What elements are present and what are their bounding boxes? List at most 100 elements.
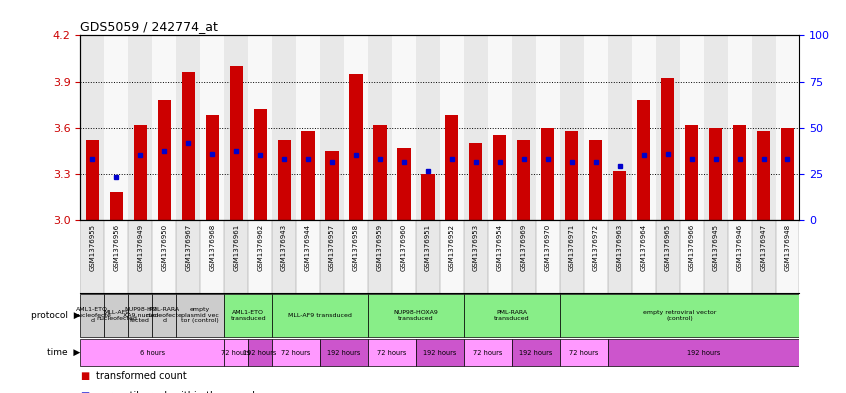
Bar [512, 35, 536, 220]
Bar [85, 140, 99, 220]
Bar [512, 220, 536, 293]
Text: 72 hours: 72 hours [473, 350, 503, 356]
Text: GSM1376953: GSM1376953 [473, 224, 479, 271]
Bar [704, 220, 728, 293]
Bar [224, 35, 248, 220]
Bar [344, 35, 368, 220]
Bar [661, 79, 674, 220]
Bar [272, 294, 368, 337]
Bar [728, 35, 751, 220]
Bar [80, 220, 104, 293]
Bar [368, 340, 416, 366]
Bar [512, 340, 560, 366]
Text: GSM1376954: GSM1376954 [497, 224, 503, 271]
Bar [129, 220, 152, 293]
Bar [224, 340, 248, 366]
Bar [373, 125, 387, 220]
Bar [560, 35, 584, 220]
Bar [129, 35, 152, 220]
Bar [398, 148, 410, 220]
Bar [182, 72, 195, 220]
Text: ■: ■ [80, 391, 90, 393]
Text: GSM1376957: GSM1376957 [329, 224, 335, 271]
Text: GSM1376962: GSM1376962 [257, 224, 263, 271]
Text: 72 hours: 72 hours [569, 350, 598, 356]
Bar [392, 220, 416, 293]
Bar [152, 294, 176, 337]
Bar [536, 35, 560, 220]
Text: GSM1376944: GSM1376944 [305, 224, 311, 271]
Text: GSM1376946: GSM1376946 [737, 224, 743, 271]
Bar [560, 220, 584, 293]
Text: protocol  ▶: protocol ▶ [30, 311, 80, 320]
Bar [157, 100, 171, 220]
Bar [607, 340, 799, 366]
Bar [206, 116, 219, 220]
Bar [589, 140, 602, 220]
Bar [80, 35, 104, 220]
Text: GSM1376959: GSM1376959 [377, 224, 383, 271]
Text: GSM1376956: GSM1376956 [113, 224, 119, 271]
Text: AML1-ETO
transduced: AML1-ETO transduced [230, 310, 266, 321]
Text: 192 hours: 192 hours [244, 350, 277, 356]
Text: GSM1376963: GSM1376963 [617, 224, 623, 271]
Text: time  ▶: time ▶ [47, 348, 80, 357]
Bar [541, 128, 554, 220]
Bar [320, 340, 368, 366]
Bar [445, 116, 459, 220]
Bar [464, 294, 560, 337]
Bar [416, 220, 440, 293]
Text: GSM1376945: GSM1376945 [712, 224, 718, 271]
Bar [176, 220, 201, 293]
Bar [679, 220, 704, 293]
Bar [560, 340, 607, 366]
Text: GSM1376964: GSM1376964 [640, 224, 646, 271]
Text: 192 hours: 192 hours [423, 350, 457, 356]
Bar [272, 340, 320, 366]
Bar [296, 35, 320, 220]
Bar [709, 128, 722, 220]
Text: empty retroviral vector
(control): empty retroviral vector (control) [643, 310, 717, 321]
Bar [80, 340, 224, 366]
Text: NUP98-HO
XA9 nucleo
fected: NUP98-HO XA9 nucleo fected [123, 307, 158, 323]
Bar [326, 151, 338, 220]
Text: GSM1376958: GSM1376958 [353, 224, 359, 271]
Bar [229, 66, 243, 220]
Text: GSM1376951: GSM1376951 [425, 224, 431, 271]
Text: MLL-AF9 transduced: MLL-AF9 transduced [288, 313, 352, 318]
Bar [776, 220, 799, 293]
Bar [584, 220, 607, 293]
Text: NUP98-HOXA9
transduced: NUP98-HOXA9 transduced [393, 310, 438, 321]
Bar [488, 220, 512, 293]
Text: PML-RARA
transduced: PML-RARA transduced [494, 310, 530, 321]
Bar [464, 35, 488, 220]
Bar [104, 294, 129, 337]
Bar [80, 294, 104, 337]
Text: GSM1376952: GSM1376952 [449, 224, 455, 271]
Bar [416, 340, 464, 366]
Bar [248, 220, 272, 293]
Bar [201, 220, 224, 293]
Text: GSM1376949: GSM1376949 [137, 224, 143, 271]
Bar [320, 35, 344, 220]
Bar [488, 35, 512, 220]
Text: 192 hours: 192 hours [519, 350, 552, 356]
Bar [248, 340, 272, 366]
Text: GSM1376968: GSM1376968 [209, 224, 215, 271]
Bar [704, 35, 728, 220]
Bar [632, 35, 656, 220]
Text: GSM1376966: GSM1376966 [689, 224, 695, 271]
Bar [134, 125, 147, 220]
Text: GSM1376970: GSM1376970 [545, 224, 551, 271]
Bar [368, 220, 392, 293]
Bar [751, 35, 776, 220]
Bar [421, 174, 435, 220]
Text: AML1-ETO
nucleofecte
d: AML1-ETO nucleofecte d [74, 307, 111, 323]
Bar [751, 220, 776, 293]
Text: 192 hours: 192 hours [687, 350, 720, 356]
Bar [152, 35, 176, 220]
Text: MLL-AF9
nucleofected: MLL-AF9 nucleofected [96, 310, 137, 321]
Text: GSM1376950: GSM1376950 [162, 224, 168, 271]
Bar [440, 220, 464, 293]
Text: GSM1376972: GSM1376972 [593, 224, 599, 271]
